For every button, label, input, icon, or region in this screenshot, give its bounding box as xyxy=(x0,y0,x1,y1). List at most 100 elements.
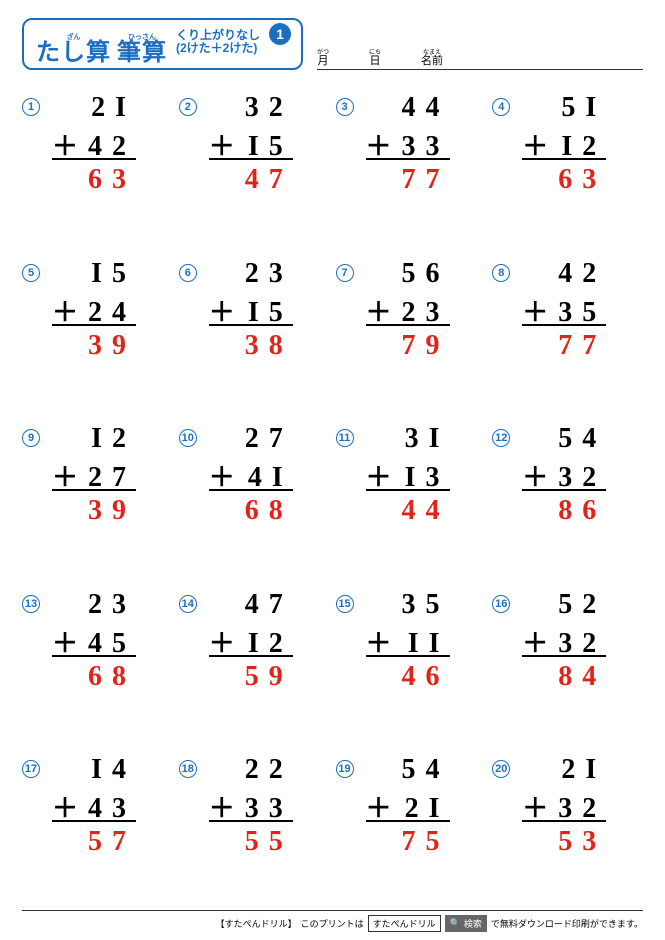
plus-icon: ＋ xyxy=(522,788,548,825)
answer: 38 xyxy=(235,330,293,362)
operand-b: 33 xyxy=(235,793,293,825)
title-sub-line1: くり上がりなし xyxy=(176,28,260,42)
problem: 19 54＋2I75 xyxy=(336,754,487,902)
operand-b: 33 xyxy=(392,131,450,163)
operand-a: 54 xyxy=(548,423,606,455)
plus-icon: ＋ xyxy=(366,623,392,660)
title-box: ざん たし算 ひっさん 筆算 くり上がりなし (2けた＋2けた) 1 xyxy=(22,18,303,70)
answer: 75 xyxy=(392,826,450,858)
operand-a: 2I xyxy=(548,754,606,786)
answer: 39 xyxy=(78,495,136,527)
problem: 10 27＋4I68 xyxy=(179,423,330,571)
answer: 77 xyxy=(392,164,450,196)
answer: 77 xyxy=(548,330,606,362)
problem: 18 22＋3355 xyxy=(179,754,330,902)
footer-box-label: すたぺんドリル xyxy=(373,917,436,930)
problem: 113I＋I344 xyxy=(336,423,487,571)
operand-b: 32 xyxy=(548,793,606,825)
title-badge: 1 xyxy=(269,23,291,45)
answer: 57 xyxy=(78,826,136,858)
operand-b: 4I xyxy=(235,462,293,494)
month-label: がつ 月 xyxy=(317,50,329,67)
problem: 202I＋3253 xyxy=(492,754,643,902)
operand-b: 24 xyxy=(78,297,136,329)
operand-a: 27 xyxy=(235,423,293,455)
answer: 55 xyxy=(235,826,293,858)
date-name-row: がつ 月 にち 日 なまえ 名前 xyxy=(317,40,643,70)
calc-block: 27＋4I68 xyxy=(209,423,293,529)
problem-number: 20 xyxy=(492,760,510,778)
problem: 1652＋3284 xyxy=(492,589,643,737)
plus-icon: ＋ xyxy=(366,126,392,163)
problem-number: 2 xyxy=(179,98,197,116)
plus-icon: ＋ xyxy=(209,292,235,329)
problem-number: 19 xyxy=(336,760,354,778)
footer-text2: で無料ダウンロード印刷ができます。 xyxy=(491,917,643,930)
problem-number: 11 xyxy=(336,429,354,447)
operand-a: 56 xyxy=(392,258,450,290)
problem: 1535＋II46 xyxy=(336,589,487,737)
problem-number: 18 xyxy=(179,760,197,778)
calc-block: 23＋I538 xyxy=(209,258,293,364)
operand-b: 43 xyxy=(78,793,136,825)
calc-block: 56＋2379 xyxy=(366,258,450,364)
operand-b: I2 xyxy=(235,628,293,660)
plus-icon: ＋ xyxy=(52,623,78,660)
calc-block: 5I＋I263 xyxy=(522,92,606,198)
calc-block: 22＋3355 xyxy=(209,754,293,860)
problem: 1323＋4568 xyxy=(22,589,173,737)
plus-icon: ＋ xyxy=(52,126,78,163)
calc-block: I4＋4357 xyxy=(52,754,136,860)
plus-icon: ＋ xyxy=(209,126,235,163)
calc-block: 54＋3286 xyxy=(522,423,606,529)
problem: 623＋I538 xyxy=(179,258,330,406)
plus-icon: ＋ xyxy=(366,292,392,329)
problem-number: 15 xyxy=(336,595,354,613)
calc-block: 54＋2I75 xyxy=(366,754,450,860)
answer: 46 xyxy=(392,661,450,693)
plus-icon: ＋ xyxy=(52,292,78,329)
operand-a: I4 xyxy=(78,754,136,786)
answer: 47 xyxy=(235,164,293,196)
problem: 5 I5＋2439 xyxy=(22,258,173,406)
problem-number: 8 xyxy=(492,264,510,282)
footer: 【すたぺんドリル】 このプリントは すたぺんドリル 🔍 検索 で無料ダウンロード… xyxy=(22,910,643,932)
answer: 79 xyxy=(392,330,450,362)
calc-block: 44＋3377 xyxy=(366,92,450,198)
problem: 45I＋I263 xyxy=(492,92,643,240)
footer-text1: このプリントは xyxy=(301,917,364,930)
plus-icon: ＋ xyxy=(52,457,78,494)
operand-a: 3I xyxy=(392,423,450,455)
operand-a: 23 xyxy=(235,258,293,290)
problem-number: 5 xyxy=(22,264,40,282)
operand-a: 47 xyxy=(235,589,293,621)
title-sub: くり上がりなし (2けた＋2けた) xyxy=(176,29,260,55)
operand-a: I5 xyxy=(78,258,136,290)
operand-b: 2I xyxy=(392,793,450,825)
answer: 63 xyxy=(548,164,606,196)
plus-icon: ＋ xyxy=(366,788,392,825)
problem: 12I＋4263 xyxy=(22,92,173,240)
problem: 9I2＋2739 xyxy=(22,423,173,571)
operand-a: 52 xyxy=(548,589,606,621)
operand-a: 42 xyxy=(548,258,606,290)
operand-a: 44 xyxy=(392,92,450,124)
operand-b: I2 xyxy=(548,131,606,163)
problem: 1447＋I259 xyxy=(179,589,330,737)
plus-icon: ＋ xyxy=(522,623,548,660)
calc-block: I2＋2739 xyxy=(52,423,136,529)
answer: 68 xyxy=(78,661,136,693)
answer: 63 xyxy=(78,164,136,196)
problem-number: 12 xyxy=(492,429,510,447)
problem-number: 17 xyxy=(22,760,40,778)
operand-b: 35 xyxy=(548,297,606,329)
problem: 12 54＋3286 xyxy=(492,423,643,571)
operand-b: I3 xyxy=(392,462,450,494)
answer: 39 xyxy=(78,330,136,362)
footer-brand: 【すたぺんドリル】 xyxy=(216,917,297,930)
problem-number: 10 xyxy=(179,429,197,447)
title-ruby-1-rb: たし算 xyxy=(36,41,111,65)
day-label: にち 日 xyxy=(369,50,381,67)
plus-icon: ＋ xyxy=(522,292,548,329)
problem: 344＋3377 xyxy=(336,92,487,240)
